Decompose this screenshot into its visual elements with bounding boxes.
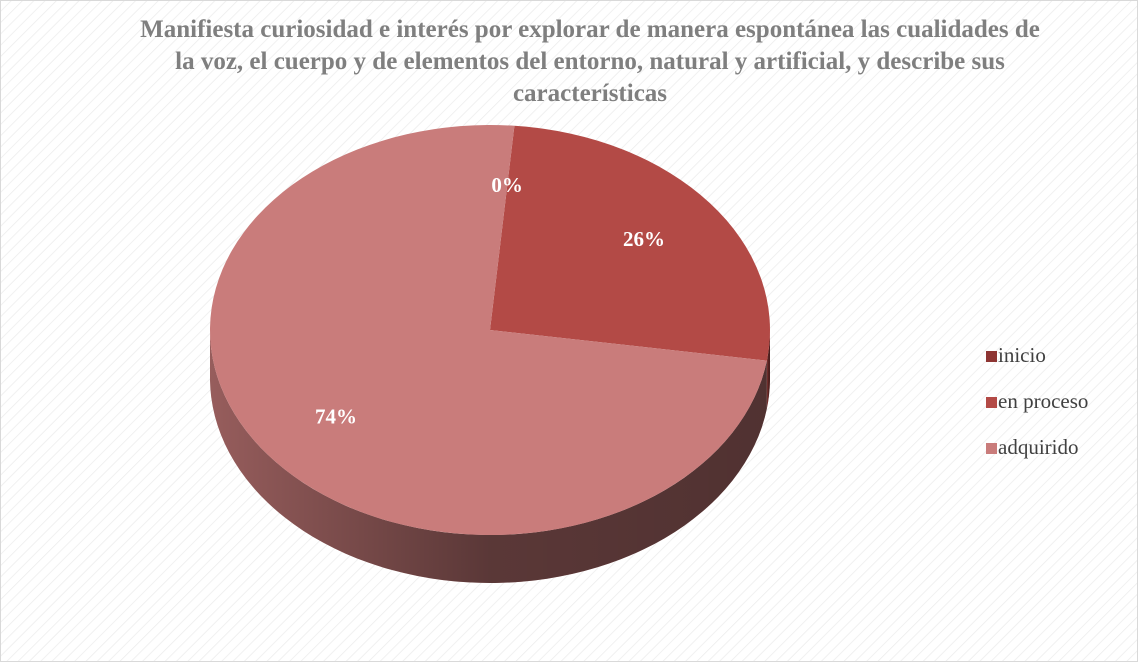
side-shade bbox=[766, 330, 770, 409]
legend-swatch bbox=[986, 351, 997, 362]
side-shade bbox=[210, 330, 767, 583]
legend-swatch bbox=[986, 397, 997, 408]
data-label: 26% bbox=[623, 227, 665, 251]
chart-title: Manifiesta curiosidad e interés por expl… bbox=[140, 16, 1040, 107]
legend-label: inicio bbox=[998, 343, 1046, 367]
data-label: 74% bbox=[315, 405, 357, 429]
data-label: 0% bbox=[491, 173, 523, 197]
legend-label: adquirido bbox=[998, 435, 1078, 459]
legend-label: en proceso bbox=[998, 389, 1088, 413]
legend-swatch bbox=[986, 443, 997, 454]
slice bbox=[490, 125, 770, 361]
slice bbox=[210, 124, 767, 535]
